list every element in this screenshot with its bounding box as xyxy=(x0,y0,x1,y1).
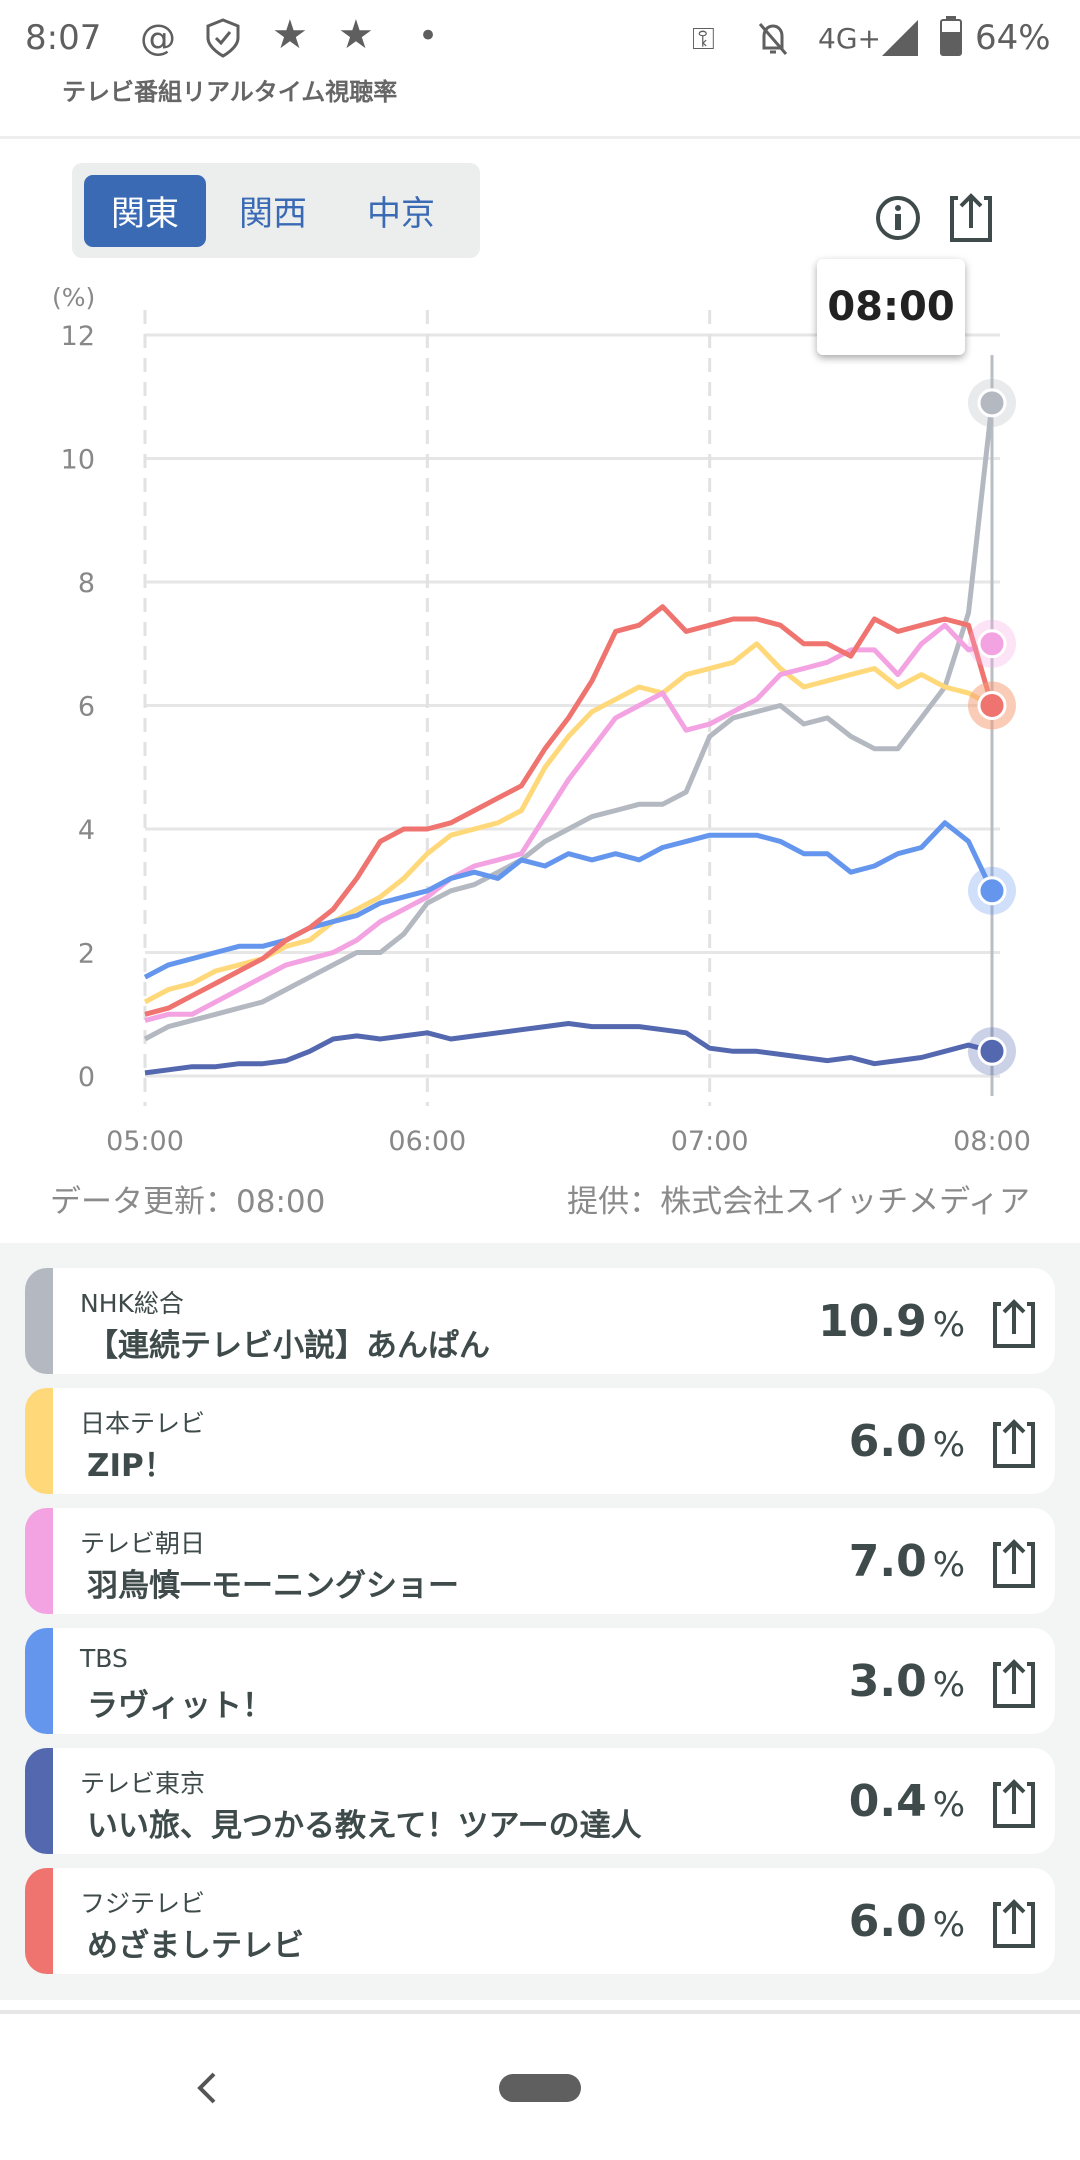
divider xyxy=(0,136,1080,139)
time-tooltip: 08:00 xyxy=(817,259,965,355)
rating-unit: % xyxy=(932,1545,965,1585)
threads-icon: @ xyxy=(140,18,176,59)
tab-chukyo[interactable]: 中京 xyxy=(367,194,435,234)
rating-unit: % xyxy=(932,1665,965,1705)
station-name: フジテレビ xyxy=(80,1889,206,1918)
end-point-marker xyxy=(977,691,1007,720)
rating-unit: % xyxy=(932,1425,965,1465)
shield-icon xyxy=(206,18,240,58)
rating-value: 10.9% xyxy=(818,1296,965,1347)
station-name: TBS xyxy=(80,1644,128,1673)
network-type: 4G+ xyxy=(818,22,881,55)
bell-off-icon xyxy=(758,23,788,55)
rating-value: 3.0% xyxy=(849,1656,965,1707)
data-updated: データ更新：08:00 xyxy=(50,1184,326,1220)
y-tick-label: 12 xyxy=(61,321,95,352)
data-provider: 提供：株式会社スイッチメディア xyxy=(567,1184,1030,1220)
back-icon[interactable] xyxy=(192,2070,222,2106)
tab-kansai[interactable]: 関西 xyxy=(239,194,307,234)
channel-color-bar xyxy=(25,1748,53,1854)
rating-value: 6.0% xyxy=(849,1416,965,1467)
nav-divider xyxy=(0,2010,1080,2014)
rating-number: 7.0 xyxy=(848,1536,927,1587)
rating-number: 6.0 xyxy=(848,1416,927,1467)
end-point-marker xyxy=(977,1036,1007,1066)
y-tick-label: 4 xyxy=(78,815,95,846)
end-point-marker xyxy=(977,876,1007,906)
series-line-日本テレビ xyxy=(143,641,994,1005)
rating-unit: % xyxy=(932,1905,965,1945)
station-name: NHK総合 xyxy=(80,1289,184,1318)
battery-level: 64% xyxy=(975,18,1051,58)
channel-card[interactable]: TBS ラヴィット！ 3.0% xyxy=(25,1628,1055,1734)
channel-card[interactable]: NHK総合 【連続テレビ小説】あんぱん 10.9% xyxy=(25,1268,1055,1374)
star-icon: ★ xyxy=(272,12,308,58)
y-tick-label: 2 xyxy=(78,939,95,970)
end-point-marker xyxy=(977,388,1007,418)
program-title: ZIP！ xyxy=(87,1448,175,1484)
x-tick-label: 07:00 xyxy=(671,1126,749,1157)
status-bar: 8:07 @ ★ ★ • ⚿ 4G+ 64% xyxy=(0,0,1080,75)
program-title: 羽鳥慎一モーニングショー xyxy=(87,1568,459,1604)
star-icon: ★ xyxy=(338,12,374,58)
y-tick-label: 6 xyxy=(78,692,95,723)
channel-card[interactable]: 日本テレビ ZIP！ 6.0% xyxy=(25,1388,1055,1494)
channel-color-bar xyxy=(25,1388,53,1494)
app-title: テレビ番組リアルタイム視聴率 xyxy=(62,78,398,106)
share-icon[interactable] xyxy=(991,1658,1037,1710)
rating-number: 0.4 xyxy=(848,1776,927,1827)
dot-icon: • xyxy=(418,16,439,56)
vpn-key-icon: ⚿ xyxy=(692,22,715,57)
station-name: テレビ東京 xyxy=(80,1769,206,1798)
program-title: ラヴィット！ xyxy=(87,1688,273,1724)
rating-value: 0.4% xyxy=(849,1776,965,1827)
x-tick-label: 06:00 xyxy=(388,1126,466,1157)
share-icon[interactable] xyxy=(991,1898,1037,1950)
rating-unit: % xyxy=(932,1305,965,1345)
battery-icon xyxy=(940,16,962,56)
program-title: いい旅、見つかる教えて！ツアーの達人 xyxy=(87,1808,642,1844)
share-icon[interactable] xyxy=(948,192,994,244)
share-icon[interactable] xyxy=(991,1538,1037,1590)
x-tick-label: 08:00 xyxy=(953,1126,1031,1157)
channel-color-bar xyxy=(25,1508,53,1614)
home-pill[interactable] xyxy=(499,2074,581,2102)
tab-kanto[interactable]: 関東 xyxy=(84,174,206,247)
rating-number: 10.9 xyxy=(818,1296,927,1347)
channel-list: NHK総合 【連続テレビ小説】あんぱん 10.9% 日本テレビ ZIP！ 6.0… xyxy=(0,1243,1080,2000)
y-axis-label: (%) xyxy=(52,283,95,312)
rating-number: 3.0 xyxy=(848,1656,927,1707)
rating-value: 6.0% xyxy=(849,1896,965,1947)
series-line-テレビ東京 xyxy=(144,1021,993,1076)
channel-card[interactable]: テレビ東京 いい旅、見つかる教えて！ツアーの達人 0.4% xyxy=(25,1748,1055,1854)
y-tick-label: 10 xyxy=(61,445,95,476)
channel-color-bar xyxy=(25,1868,53,1974)
end-point-marker xyxy=(977,629,1007,659)
program-title: めざましテレビ xyxy=(87,1928,304,1964)
share-icon[interactable] xyxy=(991,1778,1037,1830)
y-tick-label: 8 xyxy=(78,568,95,599)
clock: 8:07 xyxy=(25,18,102,58)
series-line-テレビ朝日 xyxy=(144,622,993,1023)
rating-number: 6.0 xyxy=(848,1896,927,1947)
x-tick-label: 05:00 xyxy=(106,1126,184,1157)
ratings-chart: 0 2 4 6 8 10 12 (%) 05:00 06:00 07:00 08:00 xyxy=(52,283,1031,1157)
channel-card[interactable]: テレビ朝日 羽鳥慎一モーニングショー 7.0% xyxy=(25,1508,1055,1614)
series-line-フジテレビ xyxy=(144,604,995,1017)
station-name: 日本テレビ xyxy=(80,1409,206,1438)
station-name: テレビ朝日 xyxy=(80,1529,206,1558)
info-icon[interactable] xyxy=(874,194,922,242)
y-tick-label: 0 xyxy=(78,1062,95,1093)
series-line-NHK総合 xyxy=(143,402,995,1042)
channel-color-bar xyxy=(25,1268,53,1374)
channel-color-bar xyxy=(25,1628,53,1734)
channel-card[interactable]: フジテレビ めざましテレビ 6.0% xyxy=(25,1868,1055,1974)
share-icon[interactable] xyxy=(991,1298,1037,1350)
share-icon[interactable] xyxy=(991,1418,1037,1470)
signal-icon xyxy=(882,20,918,56)
region-tabs: 関東 関西 中京 xyxy=(72,163,480,258)
program-title: 【連続テレビ小説】あんぱん xyxy=(87,1328,490,1364)
rating-value: 7.0% xyxy=(849,1536,965,1587)
rating-unit: % xyxy=(932,1785,965,1825)
